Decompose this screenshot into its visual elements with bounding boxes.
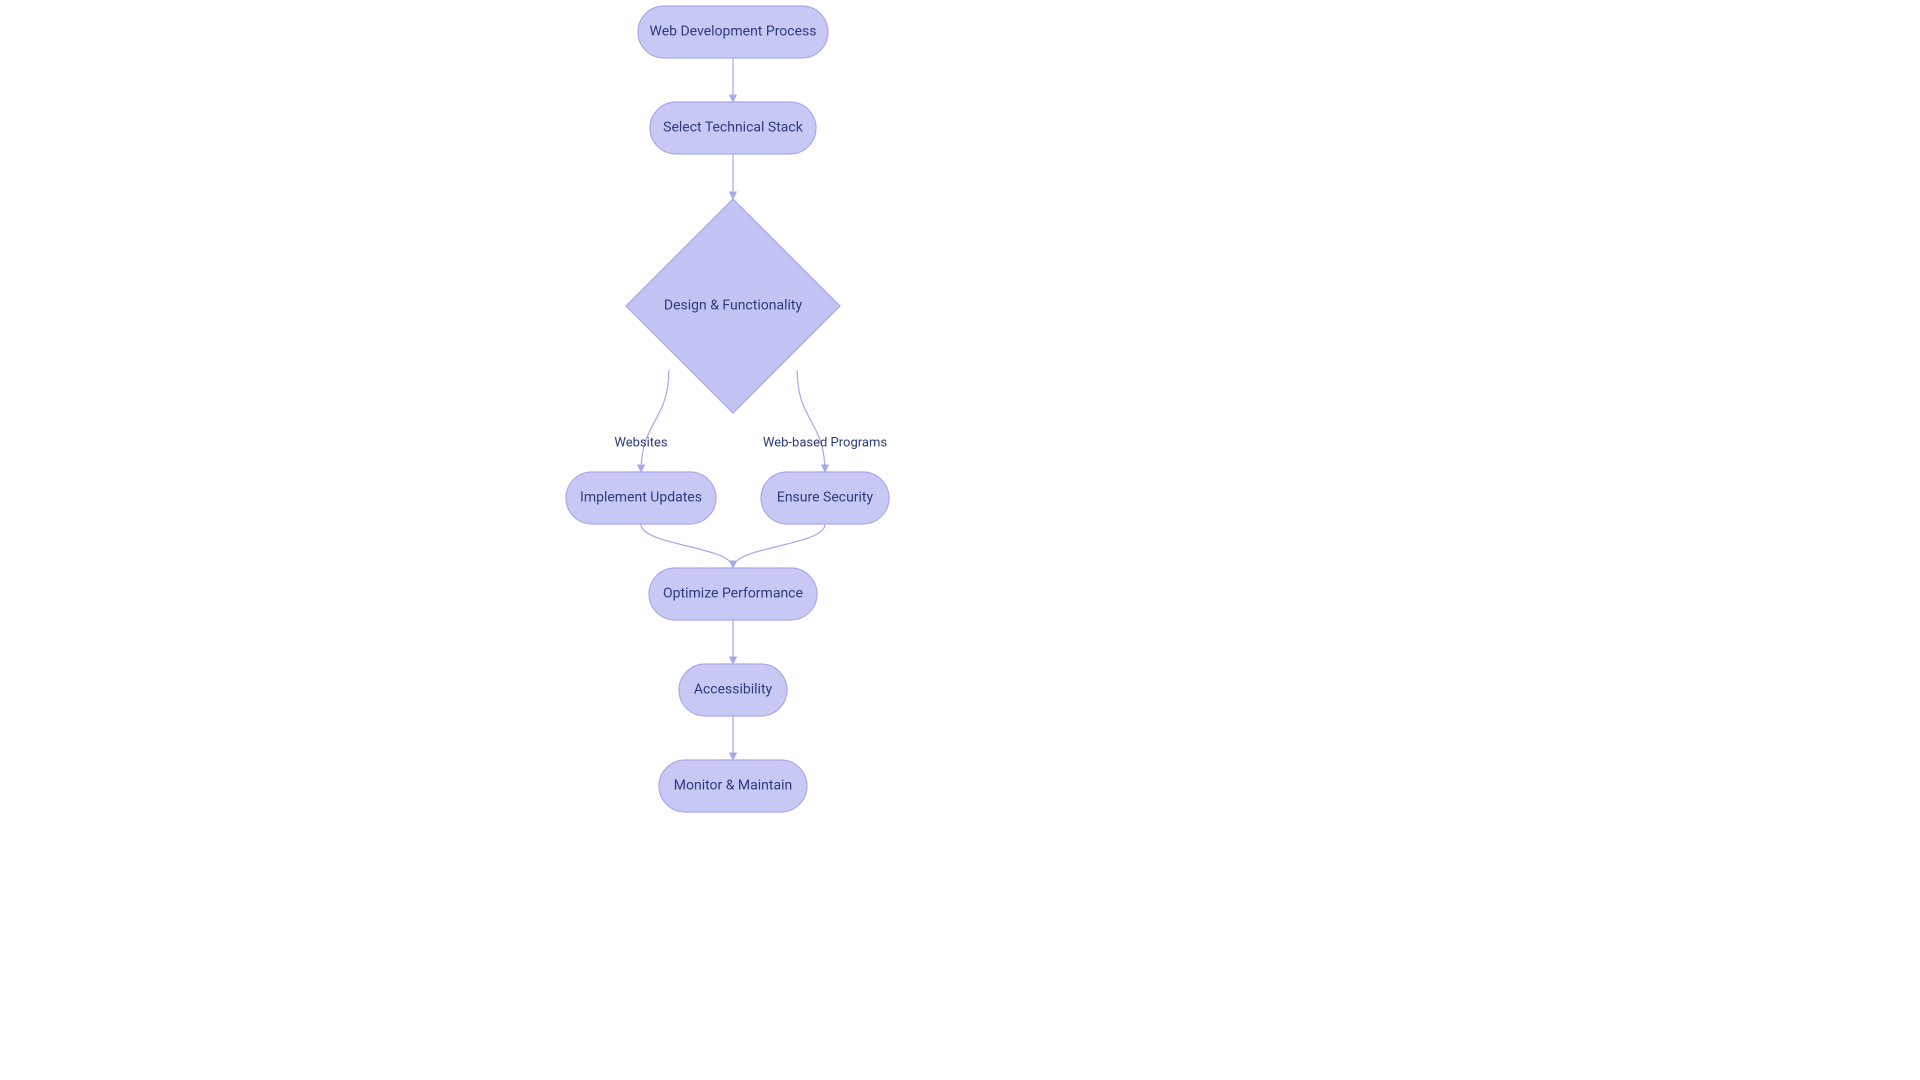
node-n1: Web Development Process — [638, 6, 828, 58]
node-n7: Accessibility — [679, 664, 787, 716]
node-n3: Design & Functionality — [626, 199, 840, 413]
node-n8: Monitor & Maintain — [659, 760, 807, 812]
node-n2: Select Technical Stack — [650, 102, 816, 154]
node-label-n6: Optimize Performance — [663, 586, 803, 602]
node-n5: Ensure Security — [761, 472, 889, 524]
edge-labels-layer: Websites Web-based Programs — [614, 435, 887, 450]
node-label-n3: Design & Functionality — [664, 298, 803, 314]
edge-n3-n4 — [641, 370, 669, 472]
edge-label-3: Web-based Programs — [763, 435, 887, 450]
node-label-n5: Ensure Security — [777, 490, 874, 506]
node-label-n8: Monitor & Maintain — [674, 778, 792, 794]
node-label-n7: Accessibility — [694, 682, 773, 698]
node-label-n4: Implement Updates — [580, 490, 702, 506]
nodes-layer: Web Development Process Select Technical … — [566, 6, 889, 812]
edge-n3-n5 — [797, 370, 825, 472]
node-n4: Implement Updates — [566, 472, 716, 524]
edge-label-2: Websites — [614, 435, 668, 450]
edge-n4-n6 — [641, 524, 733, 568]
flowchart-canvas: Web Development Process Select Technical … — [0, 0, 1920, 1080]
node-label-n1: Web Development Process — [650, 24, 817, 40]
node-label-n2: Select Technical Stack — [663, 120, 804, 136]
edge-n5-n6 — [733, 524, 825, 568]
node-n6: Optimize Performance — [649, 568, 817, 620]
